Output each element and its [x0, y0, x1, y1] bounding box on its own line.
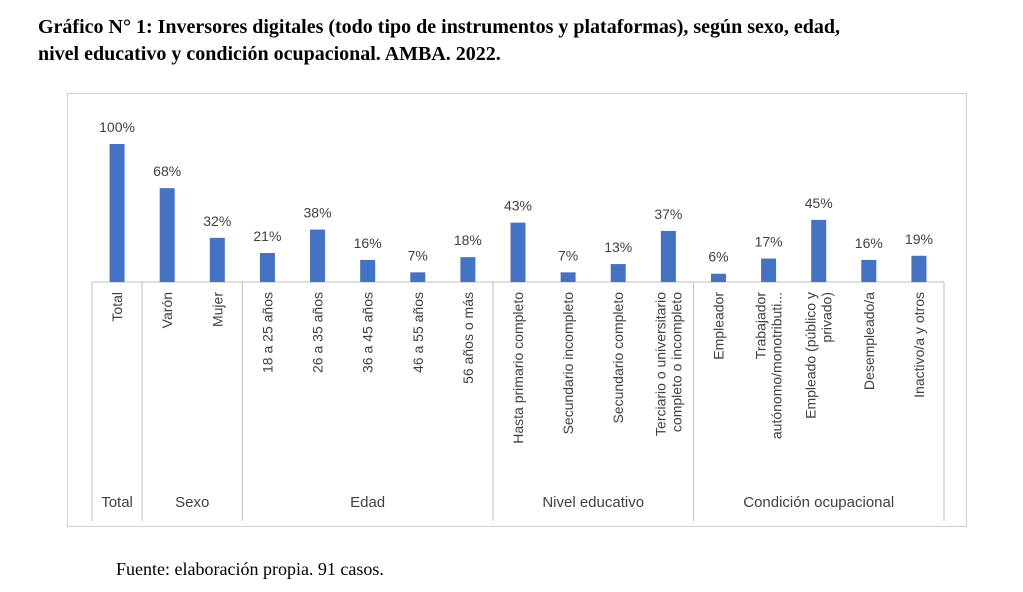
- chart-title-line-1: Gráfico N° 1: Inversores digitales (todo…: [38, 16, 841, 38]
- category-label: privado): [819, 292, 835, 343]
- source-note: Fuente: elaboración propia. 91 casos.: [116, 559, 384, 579]
- data-label: 13%: [604, 239, 632, 255]
- chart-title-line-2: nivel educativo y condición ocupacional.…: [38, 43, 501, 65]
- category-label: 46 a 55 años: [410, 292, 426, 373]
- data-label: 17%: [755, 234, 783, 250]
- bar: [761, 258, 777, 282]
- category-label: Total: [109, 292, 125, 322]
- group-label: Nivel educativo: [542, 494, 644, 511]
- category-label: Terciario o universitario: [652, 292, 668, 436]
- category-label: Mujer: [209, 292, 225, 327]
- category-label: 26 a 35 años: [310, 292, 326, 373]
- data-label: 7%: [408, 247, 428, 263]
- category-label: Trabajador: [753, 292, 769, 360]
- data-label: 7%: [558, 247, 578, 263]
- data-label: 19%: [905, 231, 933, 247]
- chart-frame: 100% 68% 32% 21% 38% 16% 7% 18% 43% 7% 13% 37% 6% 17%…: [67, 93, 967, 527]
- bar: [610, 264, 626, 282]
- bar: [410, 272, 426, 282]
- data-label: 100%: [99, 119, 135, 135]
- bar: [811, 219, 827, 282]
- group-label: Condición ocupacional: [743, 494, 894, 511]
- data-label: 16%: [855, 235, 883, 251]
- data-label: 38%: [304, 205, 332, 221]
- category-label: 18 a 25 años: [259, 292, 275, 373]
- category-label: autónomo/monotributi...: [769, 292, 785, 439]
- bar: [460, 257, 476, 282]
- bar: [560, 272, 576, 282]
- bar-chart: 100% 68% 32% 21% 38% 16% 7% 18% 43% 7% 13% 37% 6% 17%…: [91, 119, 945, 521]
- chart-title: Gráfico N° 1: Inversores digitales (todo…: [38, 14, 998, 68]
- category-label: Hasta primario completo: [510, 292, 526, 444]
- category-label: Inactivo/a y otros: [911, 292, 927, 398]
- data-label: 68%: [153, 163, 181, 179]
- data-label: 32%: [203, 213, 231, 229]
- bar: [259, 253, 275, 282]
- bar: [911, 255, 927, 282]
- bar: [109, 144, 125, 282]
- bar: [310, 229, 326, 282]
- category-label: 56 años o más: [460, 292, 476, 384]
- category-label: Secundario completo: [610, 292, 626, 424]
- data-label: 43%: [504, 198, 532, 214]
- category-label: completo o incompleto: [668, 292, 684, 432]
- category-label: Desempleado/a: [861, 292, 877, 390]
- data-label: 37%: [654, 206, 682, 222]
- bar: [159, 188, 175, 282]
- bar: [660, 230, 676, 282]
- data-label: 21%: [253, 228, 281, 244]
- bar: [710, 273, 726, 282]
- category-label: Empleado (público y: [803, 292, 819, 419]
- group-label: Edad: [350, 494, 385, 511]
- group-label: Sexo: [175, 494, 209, 511]
- category-label: Empleador: [710, 292, 726, 360]
- bar: [510, 222, 526, 282]
- bar: [209, 237, 225, 282]
- data-label: 16%: [354, 235, 382, 251]
- bar: [360, 259, 376, 282]
- data-label: 18%: [454, 232, 482, 248]
- data-label: 6%: [708, 249, 728, 265]
- data-label: 45%: [805, 195, 833, 211]
- category-label: 36 a 45 años: [360, 292, 376, 373]
- category-label: Secundario incompleto: [560, 292, 576, 435]
- group-label: Total: [101, 494, 133, 511]
- bar: [861, 259, 877, 282]
- category-label: Varón: [159, 292, 175, 328]
